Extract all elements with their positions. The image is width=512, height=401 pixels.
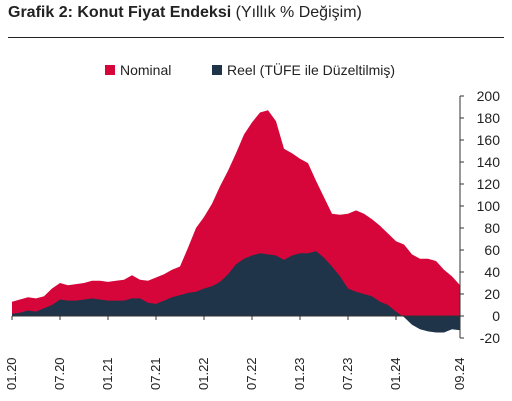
title-divider [8,37,504,38]
chart-title: Grafik 2: Konut Fiyat Endeksi (Yıllık % … [8,4,362,22]
chart-legend: Nominal Reel (TÜFE ile Düzeltilmiş) [0,62,512,82]
x-axis: 01.20 07.20 01.21 07.21 01.22 07.22 01.23 07.23… [4,315,467,390]
x-tick-label: 01.20 [4,357,19,390]
y-tick-label: 80 [484,220,500,236]
x-tick-label: 07.21 [148,357,163,390]
x-tick-label: 07.22 [244,357,259,390]
chart-title-main: Grafik 2: Konut Fiyat Endeksi [8,4,232,21]
legend-swatch-real [212,65,222,75]
y-tick-label: 0 [492,308,500,324]
y-tick-label: 20 [484,286,500,302]
y-tick-label: 180 [477,110,501,126]
y-tick-label: 200 [477,88,501,104]
y-tick-label: 60 [484,242,500,258]
y-tick-label: 120 [477,176,501,192]
y-tick-label: -20 [480,330,500,346]
legend-item-nominal: Nominal [105,62,171,78]
x-tick-label: 01.24 [388,357,403,390]
x-tick-label: 07.20 [52,357,67,390]
legend-label-real: Reel (TÜFE ile Düzeltilmiş) [227,62,396,78]
legend-label-nominal: Nominal [120,62,172,78]
legend-item-real: Reel (TÜFE ile Düzeltilmiş) [212,62,395,78]
x-tick-label: 07.23 [340,357,355,390]
y-axis: -20 0 20 40 60 80 100 120 140 160 180 200 [459,88,501,346]
y-tick-label: 100 [477,198,501,214]
legend-swatch-nominal [105,65,115,75]
x-tick-label: 01.21 [100,357,115,390]
series-area-real [12,251,460,333]
x-tick-label: 01.23 [292,357,307,390]
x-tick-label: 09.24 [452,357,467,390]
x-tick-label: 01.22 [196,357,211,390]
chart-title-sub: (Yıllık % Değişim) [235,4,362,21]
y-tick-label: 40 [484,264,500,280]
y-tick-label: 160 [477,132,501,148]
series-area-nominal [12,110,460,316]
chart-areas [12,110,460,333]
y-tick-label: 140 [477,154,501,170]
